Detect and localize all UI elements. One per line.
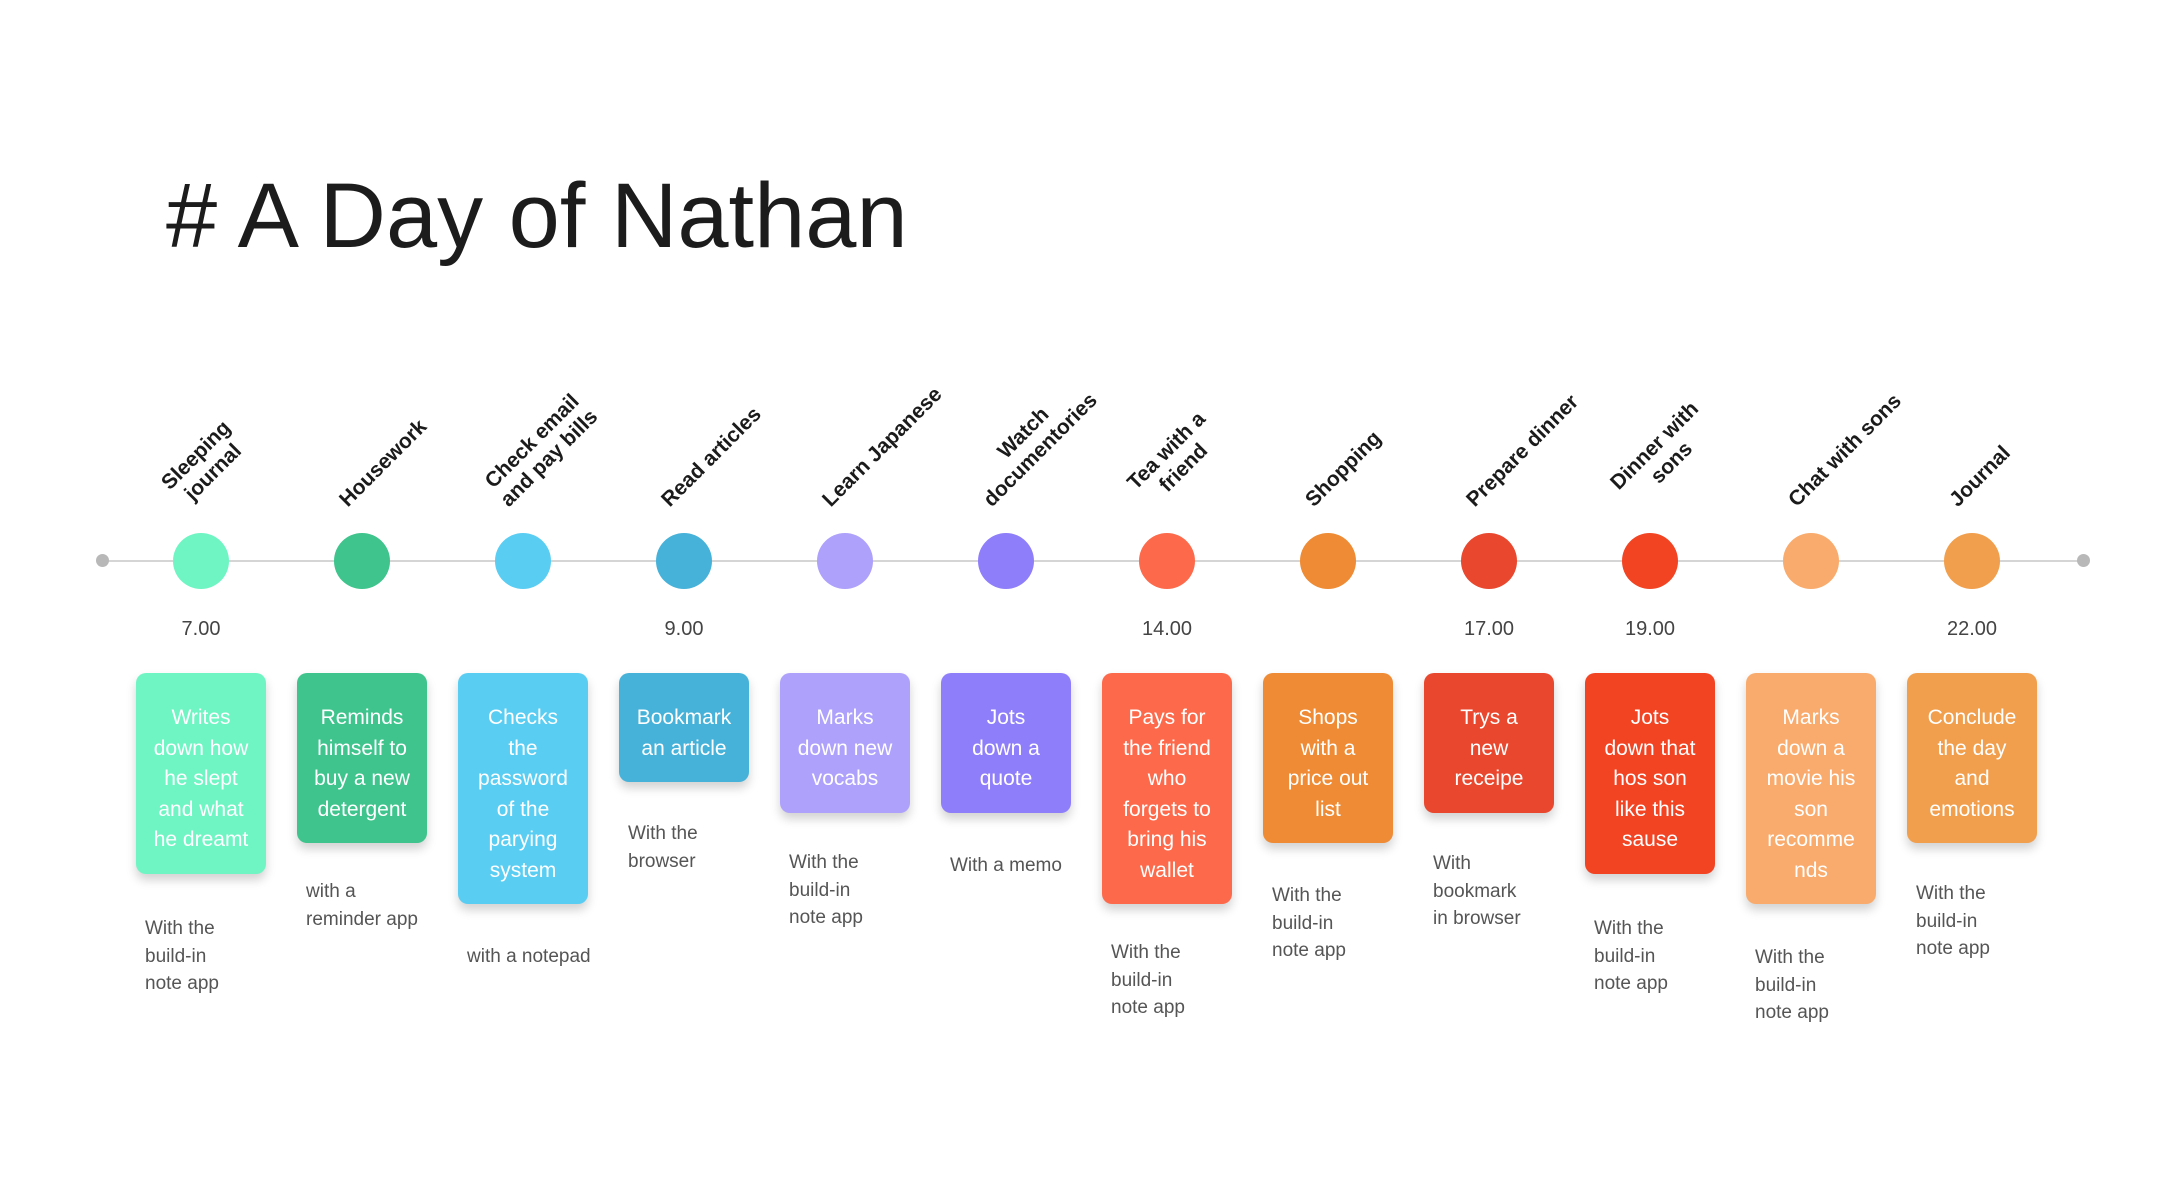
activity-card: Jots down that hos son like this sause xyxy=(1585,673,1715,874)
activity-tool: With bookmark in browser xyxy=(1433,853,1521,929)
stage-dot xyxy=(1622,533,1678,589)
activity-tool: With the browser xyxy=(628,823,698,872)
activity-tool: With the build-in note app xyxy=(1755,947,1829,1023)
activity-tool: With the build-in note app xyxy=(1916,883,1990,959)
activity-tool: with a reminder app xyxy=(306,881,418,930)
timeline-stage: Journal 22.00 Conclude the day and emoti… xyxy=(1907,0,2037,1200)
timeline-start-dot xyxy=(96,554,109,567)
timeline-stage: Check email and pay bills Checks the pas… xyxy=(458,0,602,1200)
activity-tool: With the build-in note app xyxy=(1272,885,1346,961)
stage-dot xyxy=(1783,533,1839,589)
timeline-stage: Dinner with sons 19.00 Jots down that ho… xyxy=(1585,0,1715,1200)
timeline-stage: Tea with a friend 14.00 Pays for the fri… xyxy=(1102,0,1232,1200)
stage-dot xyxy=(1461,533,1517,589)
stage-dot xyxy=(1300,533,1356,589)
activity-card: Marks down new vocabs xyxy=(780,673,910,813)
activity-tool: With the build-in note app xyxy=(789,852,863,928)
stage-label: Dinner with sons xyxy=(1606,397,1704,495)
stage-label: Watch documentories xyxy=(979,388,1102,512)
stage-time: 19.00 xyxy=(1624,618,1676,640)
stage-time: 22.00 xyxy=(1946,618,1998,640)
stage-label: Journal xyxy=(1945,441,2015,512)
activity-tool: With a memo xyxy=(950,855,1062,876)
stage-dot xyxy=(173,533,229,589)
timeline-stage: Prepare dinner 17.00 Trys a new receipe … xyxy=(1424,0,1583,1200)
timeline-end-dot xyxy=(2077,554,2090,567)
stage-label: Chat with sons xyxy=(1784,389,1906,512)
timeline-stage: Read articles 9.00 Bookmark an article W… xyxy=(619,0,766,1200)
activity-card: Marks down a movie his son recomme nds xyxy=(1746,673,1876,904)
timeline-stage: Watch documentories Jots down a quote Wi… xyxy=(941,0,1102,1200)
stage-time: 14.00 xyxy=(1141,618,1193,640)
activity-tool: With the build-in note app xyxy=(1111,942,1185,1018)
timeline-stage: Sleeping journal 7.00 Writes down how he… xyxy=(136,0,266,1200)
stage-dot xyxy=(978,533,1034,589)
timeline-stage: Housework Reminds himself to buy a new d… xyxy=(297,0,431,1200)
activity-card: Writes down how he slept and what he dre… xyxy=(136,673,266,874)
activity-card: Trys a new receipe xyxy=(1424,673,1554,813)
stage-dot xyxy=(817,533,873,589)
stage-dot xyxy=(656,533,712,589)
stage-dot xyxy=(334,533,390,589)
stage-dot xyxy=(1139,533,1195,589)
activity-card: Jots down a quote xyxy=(941,673,1071,813)
timeline-stage: Shopping Shops with a price out list Wit… xyxy=(1263,0,1393,1200)
stage-label: Learn Japanese xyxy=(818,382,947,512)
page-title: # A Day of Nathan xyxy=(166,165,908,267)
activity-tool: With the build-in note app xyxy=(1594,918,1668,994)
activity-card: Pays for the friend who forgets to bring… xyxy=(1102,673,1232,904)
activity-tool: With the build-in note app xyxy=(145,918,219,994)
stage-dot xyxy=(495,533,551,589)
stage-time: 7.00 xyxy=(181,618,221,640)
stage-time: 9.00 xyxy=(664,618,704,640)
activity-card: Bookmark an article xyxy=(619,673,749,782)
stage-time: 17.00 xyxy=(1463,618,1515,640)
stage-label: Sleeping journal xyxy=(157,416,246,506)
activity-card: Reminds himself to buy a new detergent xyxy=(297,673,427,843)
activity-card: Shops with a price out list xyxy=(1263,673,1393,843)
stage-label: Read articles xyxy=(657,402,766,512)
stage-label: Tea with a friend xyxy=(1123,407,1213,497)
stage-label: Housework xyxy=(335,414,432,512)
stage-label: Prepare dinner xyxy=(1462,390,1584,512)
activity-tool: with a notepad xyxy=(467,946,591,967)
timeline-line xyxy=(101,560,2083,562)
timeline-stage: Chat with sons Marks down a movie his so… xyxy=(1746,0,1906,1200)
stage-label: Shopping xyxy=(1301,426,1386,512)
activity-card: Conclude the day and emotions xyxy=(1907,673,2037,843)
stage-label: Check email and pay bills xyxy=(480,389,603,512)
stage-dot xyxy=(1944,533,2000,589)
activity-card: Checks the password of the parying syste… xyxy=(458,673,588,904)
timeline-stage: Learn Japanese Marks down new vocabs Wit… xyxy=(780,0,947,1200)
